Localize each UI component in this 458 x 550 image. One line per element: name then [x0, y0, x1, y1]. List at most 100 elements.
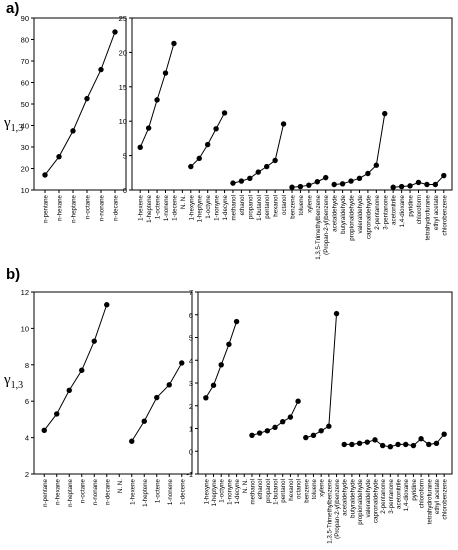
chart-a-right-series-0-point-0 [137, 144, 143, 151]
chart-a-left-ytick-label-6: 70 [21, 57, 29, 66]
chart-a-right-xtick-label-3: 1-nonene [163, 194, 170, 221]
chart-a-right-xtick-label-18: benzene [290, 194, 297, 218]
chart-a-right-xtick-label-15: pentanol [264, 195, 271, 219]
chart-b-left-series-0-point-3 [79, 367, 85, 373]
chart-b-left-series-0-point-0 [41, 427, 47, 434]
chart-a-right-ytick-label-1: 5 [123, 152, 127, 161]
chart-a-right-series-4-point-2 [348, 178, 354, 184]
chart-b-right-xtick-label-13: benzene [303, 478, 310, 502]
chart-b-left-xtick-label-2: n-heptane [67, 478, 74, 506]
chart-a-right-xtick-label-21: 1,3,5-Trimethylbenzene [315, 194, 322, 259]
chart-b-right-series-3-point-3 [364, 439, 370, 445]
chart-b-right-series-3-point-7 [395, 441, 401, 448]
chart-b-right-series-0-point-1 [210, 382, 217, 388]
chart-b-left-series-1-point-3 [166, 382, 172, 388]
chart-a-right-series-3-point-1 [297, 183, 304, 190]
chart-a-left-ytick-label-5: 60 [21, 79, 29, 88]
chart-a-right-xtick-label-14: 1-butanol [256, 195, 263, 221]
chart-b-right-xtick-label-6: methanol [249, 479, 256, 504]
chart-a-right-series-0-point-3 [162, 70, 169, 76]
panel-a-ylabel-sub: 1,3 [10, 123, 24, 134]
chart-b-right-xtick-label-16: 1,3,5-Trimethylbenzene [326, 478, 333, 543]
chart-b-right-series-3-point-12 [433, 440, 440, 446]
chart-a-left-xtick-label-0: n-pentane [43, 194, 50, 222]
chart-b-right-xtick-label-30: ethyl acetate [434, 478, 441, 514]
chart-a-left-series-0-point-0 [42, 172, 48, 178]
chart-a-right-series-1-point-1 [196, 155, 202, 162]
chart-a-right-xtick-label-32: pyridine [408, 194, 415, 216]
chart-b-left-ytick-label-3: 8 [25, 361, 29, 370]
chart-a-right-series-3-point-0 [289, 184, 295, 190]
chart-b-right-xtick-label-27: pyridine [411, 478, 418, 500]
chart-b-right-ytick-label-7: 6 [189, 311, 193, 320]
chart-b-right-xtick-label-2: 1-octyne [219, 478, 226, 502]
chart-a-right-series-1-point-0 [188, 163, 194, 170]
chart-b-right-series-3-point-10 [418, 436, 424, 442]
chart-b-right-series-1-point-0 [249, 432, 255, 439]
chart-b-right-series-0-point-2 [218, 362, 224, 368]
chart-b-right-series-3-point-11 [426, 441, 432, 448]
chart-a-right-xtick-label-35: ethyl acetate [433, 194, 440, 230]
chart-a-right-series-5-point-3 [415, 179, 422, 186]
chart-b-right-ytick-label-2: 1 [189, 425, 193, 434]
chart-b-right-series-3-point-6 [387, 444, 394, 450]
chart-a-right-xtick-label-34: tetrahydrofurane [424, 194, 431, 240]
chart-a-left-series-0-point-4 [98, 66, 104, 73]
chart-a-right-series-2-point-2 [247, 175, 253, 182]
chart-a-right-series-5-point-1 [398, 183, 405, 190]
chart-a-right-series-5-point-5 [432, 181, 439, 188]
chart-a-left-xtick-label-3: n-octane [85, 194, 92, 219]
chart-b-left-xtick-label-7: 1-hexene [129, 478, 136, 504]
panel-b-label: b) [6, 266, 21, 283]
chart-a-right-series-4-point-5 [373, 162, 380, 168]
chart-b-left-ytick-label-4: 10 [21, 324, 29, 333]
chart-a-right-xtick-label-20: xylene [306, 194, 313, 212]
chart-b-right-series-1-point-1 [256, 430, 263, 436]
chart-a-right-series-3-point-3 [314, 179, 320, 185]
chart-a-right-series-0-line [139, 43, 175, 148]
chart-b-right-series-3-point-4 [372, 437, 378, 443]
chart-b-left-series-1-point-4 [179, 360, 185, 366]
chart-a-right-series-2-point-5 [272, 157, 278, 164]
chart-a-left-ytick-label-1: 20 [21, 165, 29, 174]
chart-b-right-series-0-line [205, 321, 238, 399]
chart-a-right-series-5-point-2 [407, 183, 413, 189]
chart-b-right-xtick-label-23: 2-pentanone [380, 478, 387, 513]
chart-b-right-xtick-label-17: (Propan-2-yl)benzene [334, 478, 341, 538]
chart-b-left-frame [33, 291, 193, 475]
chart-b-right-xtick-label-14: toluene [311, 478, 318, 499]
chart-a-right-xtick-label-25: propionaldehyde [349, 194, 356, 240]
chart-b-left-xtick-label-0: n-pentane [42, 478, 49, 506]
chart-a-left-xtick-label-4: n-nonane [99, 194, 106, 221]
chart-a-right-ytick-label-0: 0 [123, 186, 127, 195]
chart-b-right-series-0-point-0 [203, 395, 209, 401]
chart-b-left-ytick-label-5: 12 [21, 288, 29, 297]
chart-a-right-xtick-label-33: chloroform [416, 195, 423, 224]
chart-a-right-series-2-point-0 [230, 180, 236, 186]
chart-b-right-xtick-label-24: 3-pentanone [388, 478, 395, 513]
chart-a-left-frame [33, 17, 127, 191]
chart-a-right-xtick-label-31: 1,4-dioxane [399, 194, 406, 227]
chart-a-right-xtick-label-17: octanol [281, 195, 288, 215]
chart-b-left-series-0-line [43, 304, 108, 431]
chart-a-right-series-1-point-2 [204, 141, 211, 148]
chart-b-right-series-1-point-5 [287, 414, 294, 420]
chart-b-left-xtick-label-5: n-decane [104, 478, 111, 504]
chart-b-right-series-2-line [305, 313, 338, 439]
chart-a-right-series-5-point-0 [390, 184, 396, 190]
chart-b-right-series-1-point-3 [272, 424, 278, 431]
chart-b-right-ytick-label-1: 0 [189, 447, 193, 456]
chart-b-right-series-3-point-13 [441, 431, 447, 437]
chart-a-right-xtick-label-13: propanol [247, 195, 254, 219]
chart-a-left-series-0-point-3 [84, 95, 90, 102]
chart-b-left-xtick-label-11: 1-decene [179, 478, 186, 504]
chart-b-right-series-2-point-1 [310, 432, 317, 439]
chart-b-right-series-2-point-4 [333, 310, 340, 317]
chart-a-right-series-5-point-4 [424, 181, 430, 188]
chart-a-right-xtick-label-16: hexanol [273, 195, 280, 217]
chart-b-right-ytick-label-8: 7 [189, 288, 193, 297]
chart-a-right-ytick-label-5: 25 [119, 14, 127, 23]
chart-a-right-xtick-label-24: butyraldehyde [340, 194, 347, 233]
chart-a-left-series-0-line [44, 31, 116, 176]
